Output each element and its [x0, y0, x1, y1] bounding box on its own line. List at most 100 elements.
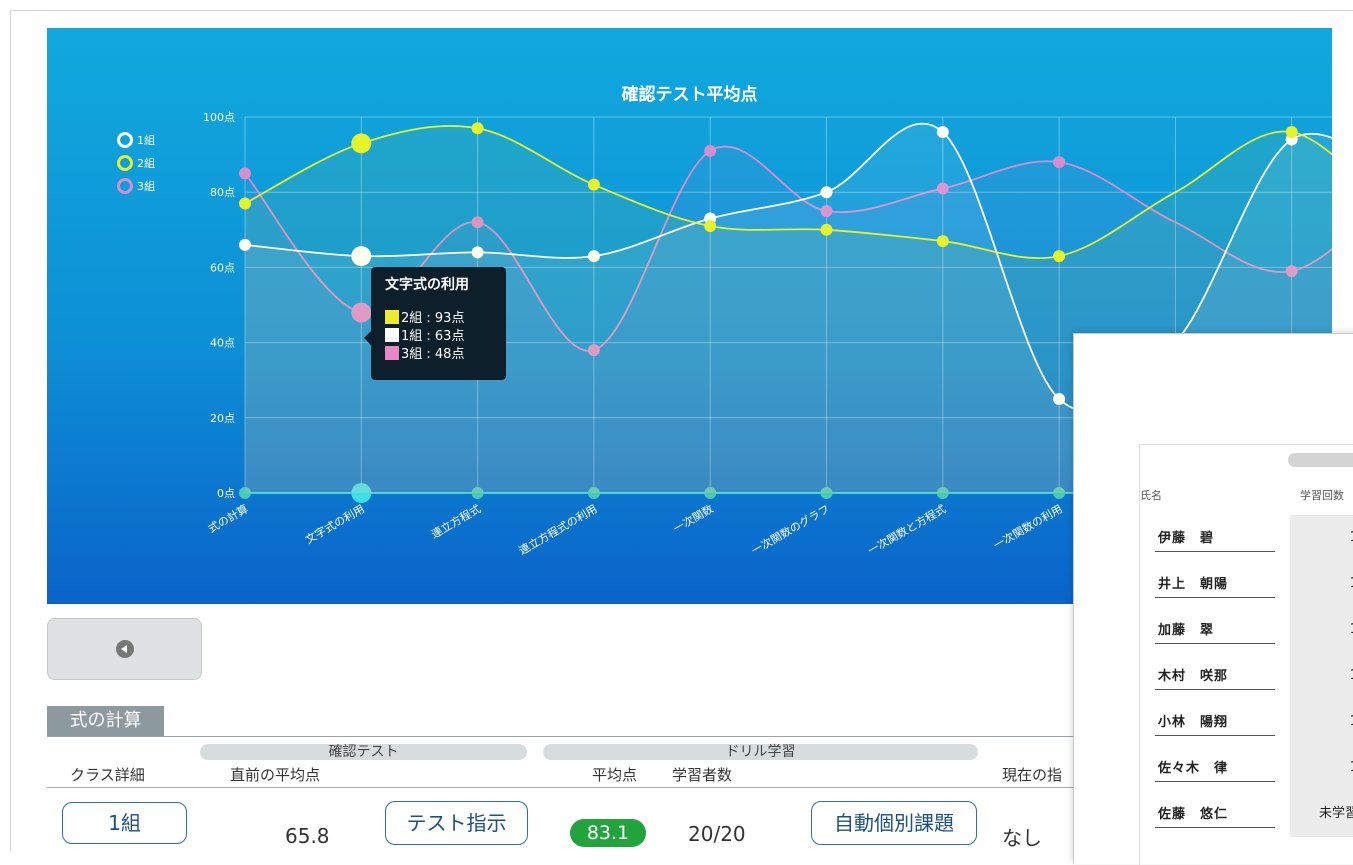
x-tick-label: 連立方程式の利用	[516, 501, 599, 557]
student-count: 未学習	[1290, 791, 1353, 837]
avg-score-badge: 83.1	[570, 819, 646, 847]
overlay-group-header	[1288, 453, 1353, 467]
student-name: 加藤 翠	[1158, 623, 1215, 638]
tooltip-title: 文字式の利用	[385, 277, 469, 293]
auto-assignment-button[interactable]: 自動個別課題	[811, 801, 977, 845]
group-header-drill: ドリル学習	[543, 744, 978, 760]
col-header-prev-avg: 直前の平均点	[230, 766, 321, 784]
baseline-point	[587, 487, 600, 499]
x-tick-label: 連立方程式	[428, 501, 483, 541]
student-name: 小林 陽翔	[1158, 715, 1229, 730]
row-underline	[1155, 597, 1275, 598]
data-point	[351, 302, 372, 323]
prev-avg-value: 65.8	[285, 824, 330, 848]
legend-entry[interactable]: 3組	[117, 174, 155, 197]
tooltip-row: 3組 : 48点	[385, 343, 464, 362]
baseline-point	[351, 483, 372, 503]
tooltip-swatch	[385, 309, 399, 324]
data-point	[351, 133, 372, 154]
data-point	[820, 223, 833, 236]
legend-label: 3組	[137, 179, 155, 193]
back-button[interactable]	[47, 618, 202, 680]
col-header-learners: 学習者数	[672, 766, 733, 784]
legend-label: 1組	[137, 133, 155, 147]
data-point	[936, 235, 949, 248]
chart-tooltip: 文字式の利用 2組 : 93点 1組 : 63点 3組 : 48点	[364, 267, 506, 380]
legend-marker	[117, 177, 133, 194]
y-tick-label: 20点	[210, 412, 235, 425]
student-name: 佐々木 律	[1158, 761, 1229, 776]
data-point	[587, 178, 600, 191]
col-header-current: 現在の指	[1002, 766, 1063, 784]
data-point	[471, 246, 484, 259]
baseline-point	[704, 487, 717, 499]
student-count: 1	[1290, 745, 1353, 791]
row-underline	[1155, 643, 1275, 644]
tooltip-row-label: 1組 : 63点	[401, 329, 465, 344]
student-count: 1	[1290, 561, 1353, 607]
x-tick-label: 文字式の利用	[303, 501, 367, 546]
student-row[interactable]: 加藤 翠 1	[1140, 607, 1353, 653]
y-tick-label: 40点	[210, 337, 235, 350]
student-row[interactable]: 佐藤 悠仁 未学習	[1140, 791, 1353, 837]
data-point	[239, 197, 251, 210]
student-row[interactable]: 木村 咲那 1	[1140, 653, 1353, 699]
data-point	[471, 216, 484, 229]
data-point	[1053, 393, 1066, 405]
student-row[interactable]: 佐々木 律 1	[1140, 745, 1353, 791]
chart-panel: 100点 80点 60点 40点 20点 0点 式の計算 文字式の利用 連立方程式 連立方程式の利…	[47, 28, 1332, 604]
section-title: 式の計算	[47, 706, 164, 736]
col-header-class: クラス詳細	[70, 766, 145, 784]
tooltip-row-label: 3組 : 48点	[401, 347, 465, 362]
data-point	[587, 344, 600, 357]
baseline-point	[936, 487, 949, 499]
test-instruction-button[interactable]: テスト指示	[385, 801, 528, 845]
row-underline	[1155, 689, 1275, 690]
y-tick-label: 60点	[210, 261, 235, 274]
col-header-count: 学習回数	[1300, 489, 1344, 502]
data-point	[820, 186, 833, 199]
student-name: 伊藤 碧	[1158, 531, 1215, 546]
legend-entry[interactable]: 2組	[117, 151, 155, 174]
chart-title: 確認テスト平均点	[621, 85, 758, 105]
data-point	[471, 122, 484, 135]
chart-legend: 1組 2組 3組	[117, 128, 155, 197]
row-underline	[1155, 781, 1275, 782]
legend-label: 2組	[137, 156, 155, 170]
student-name: 井上 朝陽	[1158, 577, 1229, 592]
tooltip-row-label: 2組 : 93点	[401, 311, 465, 326]
y-tick-label: 100点	[203, 111, 235, 124]
series-area	[245, 126, 1332, 493]
x-tick-label: 一次関数と方程式	[865, 501, 948, 557]
data-point	[587, 250, 600, 263]
student-row[interactable]: 伊藤 碧 1	[1140, 515, 1353, 561]
student-row[interactable]: 小林 陽翔 1	[1140, 699, 1353, 745]
col-header-avg: 平均点	[592, 766, 638, 784]
data-point	[1053, 250, 1066, 263]
header-divider	[47, 787, 1077, 788]
data-point	[351, 246, 372, 267]
data-point	[936, 126, 949, 139]
data-point	[936, 182, 949, 195]
x-tick-label: 一次関数	[671, 501, 716, 535]
student-count: 1	[1290, 699, 1353, 745]
student-row[interactable]: 井上 朝陽 1	[1140, 561, 1353, 607]
y-tick-label: 0点	[217, 487, 235, 500]
data-point	[239, 238, 251, 251]
student-count: 1	[1290, 653, 1353, 699]
baseline-point	[471, 487, 484, 499]
tooltip-swatch	[385, 345, 399, 360]
series-line	[244, 145, 1332, 352]
series-area	[245, 146, 1332, 493]
legend-marker	[117, 154, 133, 171]
current-value: なし	[1002, 826, 1042, 850]
data-point	[1053, 156, 1066, 169]
x-tick-label: 式の計算	[205, 501, 250, 535]
class-detail-button[interactable]: 1組	[62, 802, 187, 844]
student-name: 木村 咲那	[1158, 669, 1229, 684]
section-divider	[47, 736, 1077, 737]
legend-entry[interactable]: 1組	[117, 128, 155, 151]
baseline-point	[239, 487, 251, 499]
col-header-name: 氏名	[1140, 489, 1162, 502]
